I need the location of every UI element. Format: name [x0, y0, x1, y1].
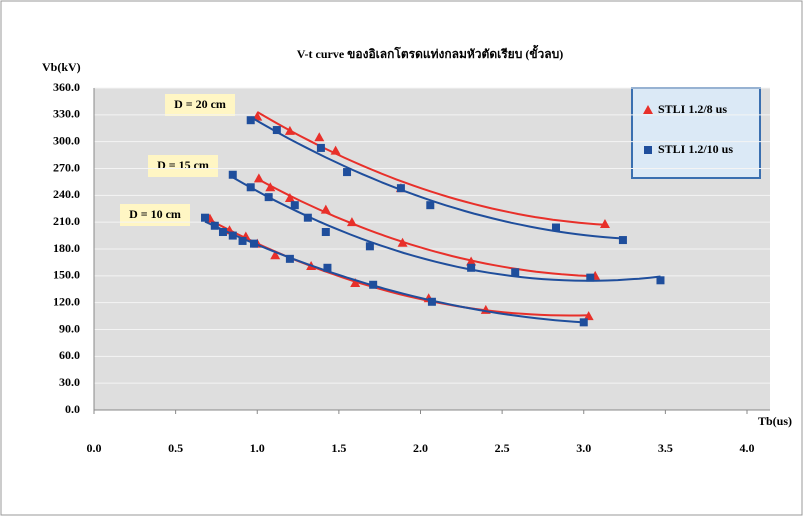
point — [284, 193, 295, 203]
chart-title: V-t curve ของอิเลกโตรดแท่งกลมหัวตัดเรียบ… — [297, 44, 563, 61]
annotation: D = 15 cm — [157, 158, 209, 172]
point — [583, 311, 594, 321]
legend-marker — [644, 146, 652, 154]
point — [618, 236, 627, 245]
point — [346, 217, 357, 227]
point — [246, 116, 255, 125]
point — [427, 297, 436, 306]
point — [253, 173, 264, 183]
x-tick-label: 2.0 — [413, 441, 428, 455]
y-tick-label: 240.0 — [53, 187, 80, 201]
point — [330, 145, 341, 155]
point — [397, 237, 408, 247]
point — [228, 170, 237, 179]
point — [210, 221, 219, 230]
x-tick-label: 1.5 — [331, 441, 346, 455]
point — [201, 213, 210, 222]
y-tick-label: 0.0 — [65, 402, 80, 416]
x-tick-label: 2.5 — [495, 441, 510, 455]
point — [466, 256, 477, 266]
point — [272, 126, 281, 135]
trend-line — [256, 111, 606, 226]
x-tick-label: 4.0 — [740, 441, 755, 455]
point — [290, 201, 299, 210]
trend-line — [250, 116, 623, 240]
point — [265, 182, 276, 192]
y-tick-label: 90.0 — [59, 321, 80, 335]
point — [264, 193, 273, 202]
point — [343, 168, 352, 177]
point — [228, 231, 237, 240]
point — [579, 318, 588, 327]
point — [350, 277, 361, 287]
point — [426, 201, 435, 210]
x-tick-label: 3.0 — [576, 441, 591, 455]
y-tick-label: 360.0 — [53, 80, 80, 94]
point — [238, 236, 247, 245]
point — [246, 183, 255, 192]
point — [365, 242, 374, 251]
y-tick-label: 330.0 — [53, 107, 80, 121]
point — [314, 132, 325, 142]
point — [551, 223, 560, 232]
annotation: D = 20 cm — [174, 97, 226, 111]
point — [303, 213, 312, 222]
y-tick-label: 300.0 — [53, 133, 80, 147]
point — [320, 204, 331, 214]
y-tick-label: 180.0 — [53, 241, 80, 255]
annotation-box — [120, 204, 190, 226]
point — [270, 250, 281, 260]
y-axis-label: Vb(kV) — [42, 60, 81, 74]
y-tick-label: 120.0 — [53, 294, 80, 308]
point — [599, 218, 610, 228]
point — [369, 280, 378, 289]
point — [316, 143, 325, 152]
x-tick-label: 1.0 — [250, 441, 265, 455]
point — [284, 125, 295, 135]
point — [323, 263, 332, 272]
point — [656, 276, 665, 285]
y-tick-label: 270.0 — [53, 160, 80, 174]
y-tick-label: 210.0 — [53, 214, 80, 228]
point — [321, 228, 330, 237]
annotation-box — [165, 94, 235, 116]
point — [249, 239, 258, 248]
y-tick-label: 60.0 — [59, 348, 80, 362]
annotation-box — [148, 155, 218, 177]
point — [511, 268, 520, 277]
point — [586, 273, 595, 282]
x-axis-label: Tb(us) — [758, 414, 792, 428]
y-tick-label: 30.0 — [59, 375, 80, 389]
legend-marker — [643, 105, 653, 114]
legend-label: STLI 1.2/8 us — [658, 102, 727, 116]
trend-line — [204, 220, 584, 324]
trend-line — [258, 178, 596, 278]
x-tick-label: 0.0 — [87, 441, 102, 455]
point — [218, 228, 227, 237]
point — [285, 254, 294, 263]
x-tick-label: 0.5 — [168, 441, 183, 455]
point — [467, 263, 476, 272]
x-tick-label: 3.5 — [658, 441, 673, 455]
legend-label: STLI 1.2/10 us — [658, 142, 733, 156]
point — [396, 184, 405, 193]
annotation: D = 10 cm — [129, 207, 181, 221]
y-tick-label: 150.0 — [53, 268, 80, 282]
